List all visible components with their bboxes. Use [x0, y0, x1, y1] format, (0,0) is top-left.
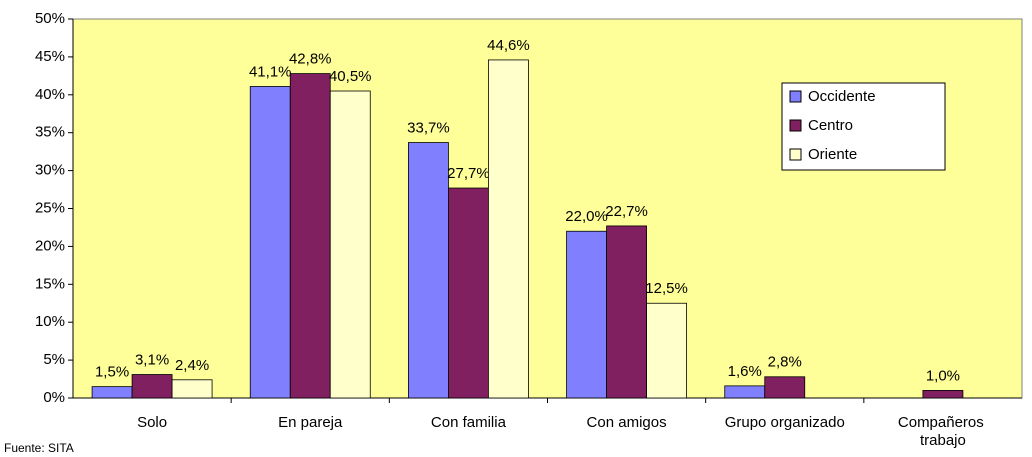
- y-tick-label: 20%: [35, 237, 65, 254]
- y-tick-label: 10%: [35, 313, 65, 330]
- x-tick-label: Solo: [137, 414, 167, 431]
- value-label: 44,6%: [487, 37, 530, 54]
- plot-area: [72, 18, 1023, 399]
- legend-swatch: [789, 148, 802, 161]
- value-label: 2,8%: [768, 354, 802, 371]
- legend-swatch: [789, 119, 802, 132]
- y-tick-label: 30%: [35, 162, 65, 179]
- value-label: 1,5%: [95, 364, 129, 381]
- bar: [171, 379, 213, 399]
- y-tick-label: 15%: [35, 275, 65, 292]
- y-tick-label: 5%: [43, 351, 65, 368]
- bar: [646, 302, 687, 399]
- y-tick-label: 0%: [43, 389, 65, 406]
- legend-label: Centro: [808, 117, 853, 134]
- value-label: 40,5%: [329, 68, 372, 85]
- legend-swatch: [789, 90, 802, 103]
- legend-label: Oriente: [808, 146, 857, 163]
- x-tick-label: Con familia: [431, 414, 507, 431]
- bar: [606, 225, 647, 399]
- bar: [249, 86, 291, 399]
- bar: [724, 385, 766, 399]
- source: Fuente: SITA: [4, 441, 74, 455]
- legend-label: Occidente: [808, 88, 876, 105]
- y-tick-label: 25%: [35, 199, 65, 216]
- bar: [91, 386, 133, 399]
- y-tick-label: 50%: [35, 10, 65, 27]
- bar: [408, 142, 449, 399]
- value-label: 22,7%: [605, 203, 648, 220]
- bar: [764, 376, 806, 399]
- x-tick-label: Con amigos: [587, 414, 667, 431]
- y-tick-label: 35%: [35, 124, 65, 141]
- x-tick-label: En pareja: [278, 414, 343, 431]
- value-label: 22,0%: [565, 208, 608, 225]
- bar: [566, 230, 607, 399]
- y-tick-label: 45%: [35, 48, 65, 65]
- bar: [131, 374, 173, 399]
- bar: [488, 59, 529, 399]
- bar: [289, 73, 331, 399]
- value-label: 12,5%: [645, 280, 688, 297]
- bar: [922, 390, 964, 399]
- value-label: 42,8%: [289, 51, 332, 68]
- value-label: 3,1%: [135, 351, 169, 368]
- legend-box: [781, 82, 946, 171]
- value-label: 1,6%: [728, 363, 762, 380]
- value-label: 1,0%: [926, 367, 960, 384]
- bar: [448, 187, 489, 399]
- x-tick-label: Compañeros trabajo: [898, 414, 988, 449]
- y-tick-label: 40%: [35, 86, 65, 103]
- value-label: 2,4%: [175, 357, 209, 374]
- value-label: 41,1%: [249, 63, 292, 80]
- value-label: 27,7%: [447, 165, 490, 182]
- value-label: 33,7%: [407, 120, 450, 137]
- x-tick-label: Grupo organizado: [725, 414, 845, 431]
- bar: [329, 90, 371, 399]
